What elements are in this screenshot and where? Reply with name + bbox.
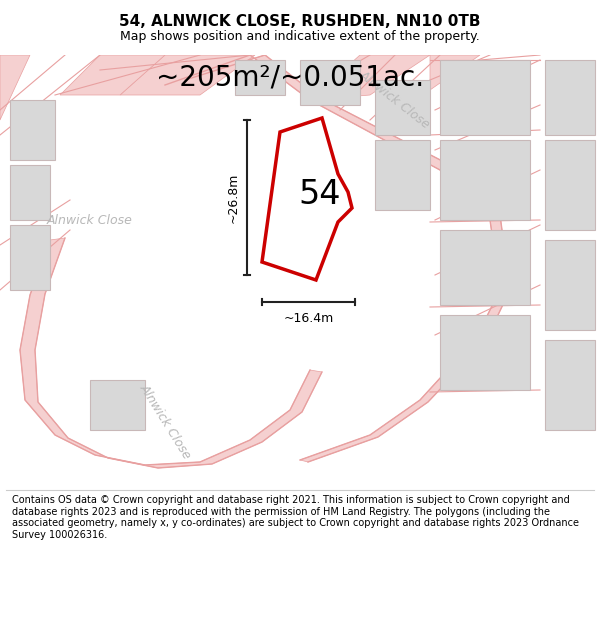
Polygon shape bbox=[440, 60, 530, 135]
Polygon shape bbox=[90, 380, 145, 430]
Polygon shape bbox=[300, 60, 360, 105]
Text: Alnwick Close: Alnwick Close bbox=[137, 382, 193, 462]
Text: 54, ALNWICK CLOSE, RUSHDEN, NN10 0TB: 54, ALNWICK CLOSE, RUSHDEN, NN10 0TB bbox=[119, 14, 481, 29]
Text: Map shows position and indicative extent of the property.: Map shows position and indicative extent… bbox=[120, 30, 480, 43]
Text: ~205m²/~0.051ac.: ~205m²/~0.051ac. bbox=[156, 64, 424, 92]
Polygon shape bbox=[0, 55, 30, 120]
Polygon shape bbox=[10, 165, 50, 220]
Polygon shape bbox=[545, 240, 595, 330]
Polygon shape bbox=[120, 55, 255, 95]
Text: ~16.4m: ~16.4m bbox=[283, 311, 334, 324]
Polygon shape bbox=[375, 140, 430, 210]
Polygon shape bbox=[440, 230, 530, 305]
Polygon shape bbox=[60, 55, 165, 95]
Polygon shape bbox=[10, 225, 50, 290]
Polygon shape bbox=[430, 55, 480, 90]
Polygon shape bbox=[310, 55, 430, 100]
Polygon shape bbox=[235, 60, 285, 95]
Polygon shape bbox=[375, 80, 430, 135]
Polygon shape bbox=[440, 315, 530, 390]
Polygon shape bbox=[545, 140, 595, 230]
Polygon shape bbox=[20, 238, 322, 468]
Text: Alnwick Close: Alnwick Close bbox=[47, 214, 133, 226]
Text: 54: 54 bbox=[299, 179, 341, 211]
Polygon shape bbox=[262, 118, 352, 280]
Polygon shape bbox=[165, 55, 510, 462]
Polygon shape bbox=[545, 340, 595, 430]
Polygon shape bbox=[545, 60, 595, 135]
Text: Alnwick Close: Alnwick Close bbox=[357, 69, 433, 131]
Polygon shape bbox=[440, 140, 530, 220]
Text: Contains OS data © Crown copyright and database right 2021. This information is : Contains OS data © Crown copyright and d… bbox=[12, 495, 579, 540]
Polygon shape bbox=[10, 100, 55, 160]
Text: ~26.8m: ~26.8m bbox=[227, 173, 239, 222]
